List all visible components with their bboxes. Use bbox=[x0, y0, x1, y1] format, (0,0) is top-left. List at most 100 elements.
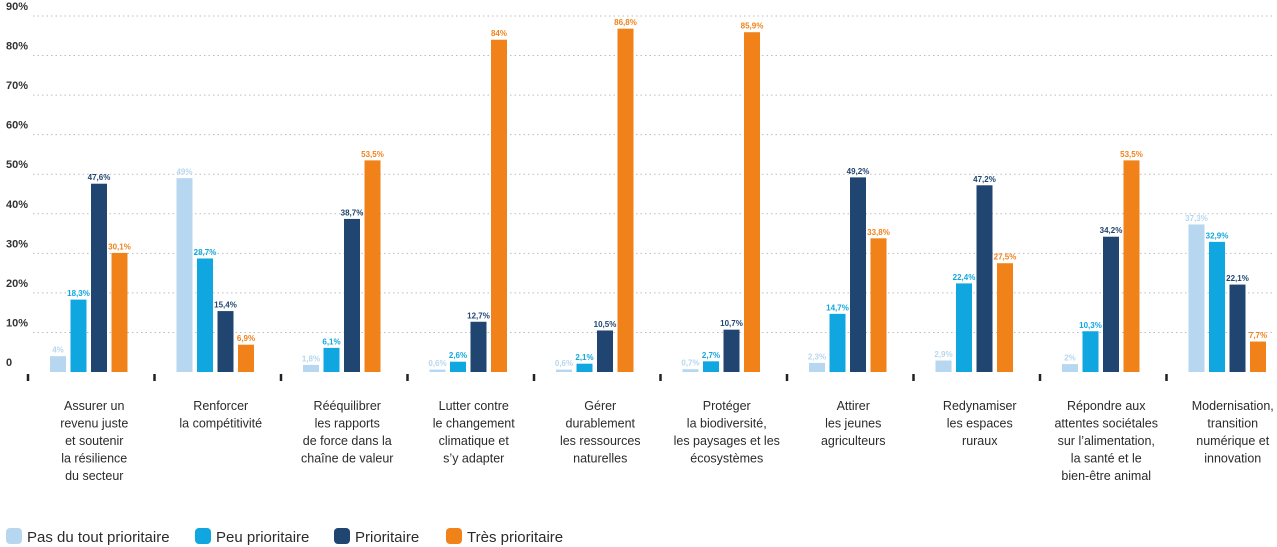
bar bbox=[809, 362, 825, 372]
category-label: Redynamiser les espaces ruraux bbox=[943, 399, 1017, 448]
bar bbox=[1103, 236, 1119, 372]
data-label: 0,7% bbox=[681, 359, 699, 368]
bar bbox=[491, 39, 507, 372]
y-tick-label: 50% bbox=[6, 159, 28, 171]
bars bbox=[50, 28, 1266, 373]
data-label: 47,2% bbox=[973, 175, 996, 184]
bar bbox=[303, 364, 319, 372]
category-label: Renforcer la compétitivité bbox=[179, 399, 262, 431]
y-tick-label: 0 bbox=[6, 357, 12, 369]
bar bbox=[744, 32, 760, 373]
y-tick-label: 10% bbox=[6, 317, 28, 329]
data-label: 2,6% bbox=[449, 351, 467, 360]
data-label: 38,7% bbox=[341, 208, 364, 217]
bar bbox=[50, 356, 66, 372]
y-tick-label: 40% bbox=[6, 199, 28, 211]
data-label: 2,9% bbox=[934, 350, 952, 359]
legend-swatch bbox=[446, 528, 462, 544]
bar bbox=[829, 313, 846, 372]
data-label: 0,6% bbox=[555, 359, 573, 368]
y-tick-label: 70% bbox=[6, 80, 28, 92]
bar bbox=[597, 330, 613, 372]
data-label: 10,7% bbox=[720, 319, 743, 328]
data-label: 37,3% bbox=[1185, 214, 1208, 223]
bar bbox=[70, 299, 87, 372]
data-label: 22,4% bbox=[953, 273, 976, 282]
bar bbox=[556, 369, 572, 372]
data-label: 33,8% bbox=[867, 228, 890, 237]
category-label: Rééquilibrer les rapports de force dans la… bbox=[301, 399, 393, 466]
bar bbox=[344, 218, 360, 372]
y-tick-label: 30% bbox=[6, 238, 28, 250]
data-label: 28,7% bbox=[194, 248, 217, 257]
category-label: Modernisation, transition numérique et inno… bbox=[1192, 399, 1274, 466]
data-label: 6,1% bbox=[322, 337, 340, 346]
bar bbox=[723, 329, 740, 372]
data-label: 2,3% bbox=[808, 352, 826, 361]
data-label: 2% bbox=[1064, 354, 1076, 363]
bar bbox=[238, 344, 254, 372]
bar bbox=[1188, 224, 1205, 372]
x-axis-ticks bbox=[26, 374, 1168, 381]
data-label: 30,1% bbox=[108, 242, 131, 251]
data-label: 7,7% bbox=[1249, 331, 1267, 340]
legend-swatch bbox=[195, 528, 211, 544]
data-label: 84% bbox=[491, 29, 507, 38]
bar bbox=[176, 178, 193, 372]
legend-item: Très prioritaire bbox=[446, 528, 563, 546]
bar bbox=[1062, 364, 1078, 372]
data-label: 22,1% bbox=[1226, 274, 1249, 283]
legend-item: Pas du tout prioritaire bbox=[6, 528, 170, 546]
bar bbox=[850, 177, 866, 372]
data-label: 32,9% bbox=[1206, 231, 1229, 240]
y-axis-tick-labels: 0 10% 20% 30% 40% 50% 60% 70% 80% 90% bbox=[6, 1, 28, 369]
legend-swatch bbox=[6, 528, 22, 544]
category-label: Gérer durablement les ressources naturelles bbox=[560, 399, 641, 466]
category-label: Protéger la biodiversité, les paysages et … bbox=[674, 399, 780, 466]
bar bbox=[997, 263, 1013, 372]
data-label: 86,8% bbox=[614, 18, 637, 27]
data-label: 18,3% bbox=[67, 289, 90, 298]
data-label: 14,7% bbox=[826, 303, 849, 312]
legend-item: Peu prioritaire bbox=[195, 528, 309, 546]
bar bbox=[450, 361, 466, 372]
category-label: Répondre aux attentes sociétales sur l’ali… bbox=[1054, 399, 1158, 483]
data-label: 4% bbox=[52, 346, 64, 355]
data-label: 49,2% bbox=[847, 167, 870, 176]
bar bbox=[976, 185, 993, 372]
data-label: 53,5% bbox=[361, 150, 384, 159]
legend-swatch bbox=[334, 528, 350, 544]
bar bbox=[364, 160, 381, 372]
bar bbox=[111, 252, 128, 372]
x-axis-category-labels: Assurer un revenu juste et soutenir la rési… bbox=[60, 399, 1274, 483]
legend-item: Prioritaire bbox=[334, 528, 419, 546]
y-tick-label: 90% bbox=[6, 1, 28, 13]
legend-label: Très prioritaire bbox=[467, 529, 563, 546]
grid-lines bbox=[33, 15, 1275, 333]
bar bbox=[576, 363, 593, 372]
category-label: Lutter contre le changement climatique et s… bbox=[433, 399, 516, 466]
legend-label: Prioritaire bbox=[355, 529, 419, 546]
data-label: 2,1% bbox=[575, 353, 593, 362]
y-tick-label: 60% bbox=[6, 120, 28, 132]
data-label: 15,4% bbox=[214, 301, 237, 310]
bar bbox=[1082, 331, 1099, 372]
bar bbox=[956, 283, 972, 372]
legend-label: Peu prioritaire bbox=[216, 529, 309, 546]
bar bbox=[682, 369, 699, 372]
bar bbox=[870, 238, 887, 372]
data-label: 85,9% bbox=[741, 22, 764, 31]
data-label: 12,7% bbox=[467, 311, 490, 320]
data-label: 34,2% bbox=[1100, 226, 1123, 235]
legend: Pas du tout prioritaire Peu prioritaire Pr… bbox=[6, 528, 563, 546]
data-label: 53,5% bbox=[1120, 150, 1143, 159]
bar bbox=[1209, 241, 1225, 372]
bar bbox=[617, 28, 634, 373]
bar bbox=[429, 369, 446, 372]
bar bbox=[1229, 284, 1246, 372]
data-label: 0,6% bbox=[428, 359, 446, 368]
y-tick-label: 20% bbox=[6, 278, 28, 290]
bar bbox=[91, 183, 107, 372]
